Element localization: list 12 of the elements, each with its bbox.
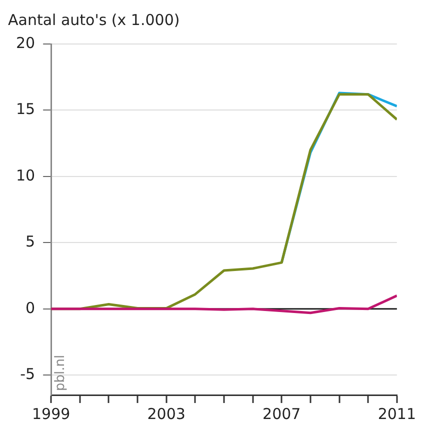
y-tick-label: 5 [26,232,36,251]
y-tick-label: 20 [16,34,36,52]
x-tick-label: 2003 [147,404,186,423]
y-tick-label: 0 [26,298,36,317]
y-tick-label: -5 [20,365,36,384]
x-tick-label: 1999 [32,404,70,423]
chart-title: Aantal auto's (x 1.000) [8,10,180,29]
annotation: pbl.nl [53,354,68,391]
x-tick-label: 2007 [262,404,301,423]
y-tick-label: 15 [16,100,36,118]
x-tick-label: 2011 [378,404,416,423]
y-tick-label: 10 [16,166,36,184]
